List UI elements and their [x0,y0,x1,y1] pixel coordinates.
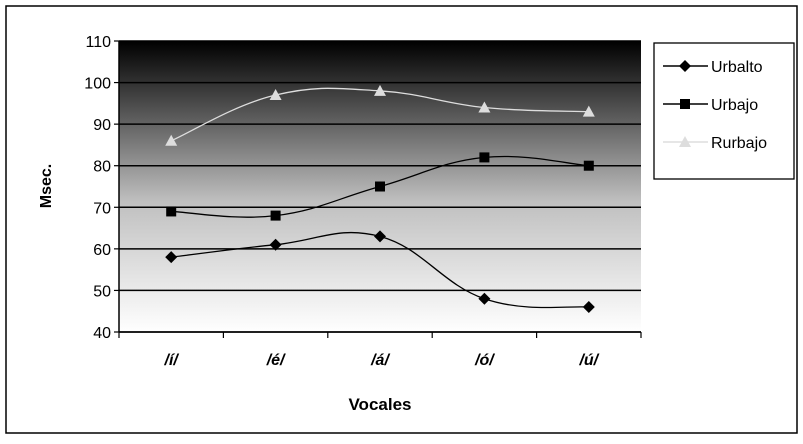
axes [114,40,642,338]
tick-labels: 40 50 60 70 80 90 100 110/í/ /é/ /á/ /ó/ /ú/ [84,34,599,369]
legend-label-urbalto: Urbalto [711,59,763,76]
data-point-urbajo [166,206,177,217]
legend: Urbalto Urbajo Rurbajo [653,42,795,180]
data-point-rurbajo [165,134,178,146]
y-tick-label: 110 [85,34,111,51]
x-tick-label: /ó/ [474,352,495,369]
y-tick-label: 80 [93,159,111,176]
x-tick-label: /ú/ [578,352,599,369]
legend-marker-urbajo [680,99,690,109]
legend-marker-rurbajo [679,136,691,147]
legend-label-urbajo: Urbajo [711,97,758,114]
data-point-urbalto [478,292,491,305]
data-point-urbajo [375,181,385,192]
data-point-urbalto [269,238,282,251]
legend-marker-urbalto [679,60,691,72]
data-point-urbalto [374,230,386,243]
series-urbalto [165,230,595,314]
data-point-rurbajo [582,105,595,117]
data-point-urbajo [479,152,490,163]
data-point-rurbajo [478,101,491,113]
x-axis-label: Vocales [348,395,411,414]
legend-label-rurbajo: Rurbajo [711,135,767,152]
series-layer [165,84,595,314]
y-tick-label: 60 [93,242,111,259]
y-tick-label: 50 [93,283,111,300]
x-tick-label: /í/ [164,352,180,369]
y-axis-label: Msec. [38,164,55,208]
data-point-urbajo [270,210,281,221]
x-tick-label: /á/ [370,352,390,369]
y-tick-label: 90 [93,117,111,134]
gridlines [119,40,641,333]
data-point-urbalto [582,301,595,314]
data-point-rurbajo [374,84,386,96]
data-point-urbalto [165,251,178,264]
x-tick-label: /é/ [266,352,286,369]
data-point-rurbajo [269,89,282,101]
series-urbajo [166,152,594,221]
y-tick-label: 100 [84,76,111,93]
y-tick-label: 40 [93,325,111,342]
series-rurbajo [165,84,595,146]
data-point-urbajo [583,160,594,171]
y-tick-label: 70 [93,200,111,217]
